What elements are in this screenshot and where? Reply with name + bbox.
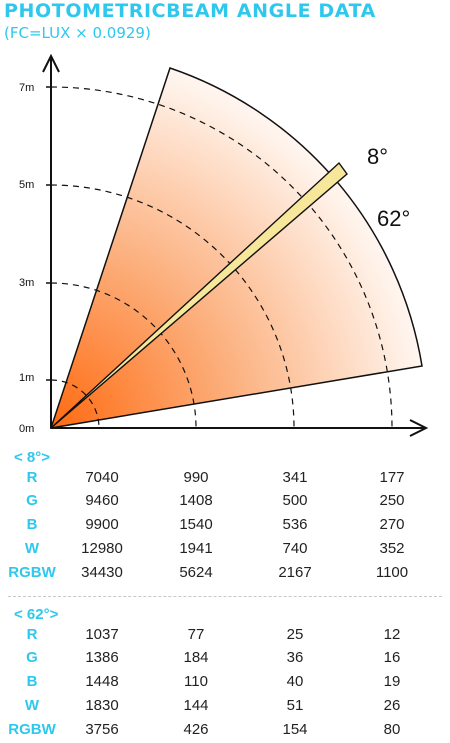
row-label: B: [26, 673, 38, 690]
table-heading: < 8°>: [14, 449, 51, 466]
table-row: W 12980 1941 740 352: [0, 540, 450, 562]
beam-angle-diagram: 0m 1m 3m 5m 7m 8° 62°: [19, 53, 429, 437]
y-tick-label: 1m: [19, 372, 34, 384]
table-separator: [8, 596, 442, 597]
table-cell: 7040: [85, 469, 119, 486]
table-cell: 12980: [81, 540, 123, 557]
y-tick-label: 7m: [19, 82, 34, 94]
table-cell: 16: [383, 649, 401, 666]
table-cell: 426: [183, 721, 209, 738]
table-cell: 990: [183, 469, 209, 486]
table-cell: 34430: [81, 564, 123, 581]
table-row: R 7040 990 341 177: [0, 469, 450, 491]
table-cell: 1830: [85, 697, 119, 714]
row-label: G: [26, 649, 38, 666]
table-cell: 341: [282, 469, 308, 486]
table-cell: 177: [379, 469, 405, 486]
table-row: R 1037 77 25 12: [0, 626, 450, 648]
row-label: G: [26, 492, 38, 509]
y-tick-labels: 0m 1m 3m 5m 7m: [19, 82, 34, 435]
row-label: R: [26, 469, 38, 486]
table-cell: 1386: [85, 649, 119, 666]
y-tick-label: 3m: [19, 277, 34, 289]
table-cell: 500: [282, 492, 308, 509]
table-cell: 1408: [179, 492, 213, 509]
range-arc-7m: [50, 86, 393, 429]
row-label: R: [26, 626, 38, 643]
y-tick-label: 5m: [19, 179, 34, 191]
axes: [42, 53, 429, 437]
table-cell: 12: [383, 626, 401, 643]
narrow-beam-wedge: [50, 161, 348, 429]
range-arc-3m: [50, 282, 197, 429]
table-row: G 1386 184 36 16: [0, 649, 450, 671]
table-row: RGBW 3756 426 154 80: [0, 721, 450, 743]
table-cell: 250: [379, 492, 405, 509]
table-cell: 740: [282, 540, 308, 557]
table-cell: 19: [383, 673, 401, 690]
table-row: W 1830 144 51 26: [0, 697, 450, 719]
table-cell: 270: [379, 516, 405, 533]
table-cell: 5624: [179, 564, 213, 581]
range-arcs: [50, 86, 393, 429]
table-cell: 77: [187, 626, 205, 643]
table-cell: 110: [184, 673, 208, 690]
table-cell: 9460: [85, 492, 119, 509]
table-cell: 1037: [85, 626, 119, 643]
range-arc-1m: [50, 379, 100, 429]
table-row: B 9900 1540 536 270: [0, 516, 450, 538]
range-arc-5m: [50, 184, 295, 429]
row-label: RGBW: [8, 721, 56, 738]
row-label: RGBW: [8, 564, 56, 581]
row-label: B: [26, 516, 38, 533]
x-axis-arrow-icon: [409, 419, 429, 437]
page-subtitle: (FC=LUX × 0.0929): [4, 24, 151, 42]
table-cell: 154: [282, 721, 308, 738]
table-cell: 2167: [278, 564, 312, 581]
table-cell: 3756: [85, 721, 119, 738]
table-cell: 352: [379, 540, 405, 557]
table-cell: 40: [286, 673, 304, 690]
table-row: G 9460 1408 500 250: [0, 492, 450, 514]
table-cell: 25: [286, 626, 304, 643]
table-cell: 1941: [179, 540, 213, 557]
table-cell: 1100: [375, 564, 409, 581]
table-cell: 1540: [179, 516, 213, 533]
table-cell: 536: [282, 516, 308, 533]
row-label: W: [24, 540, 40, 557]
table-heading: < 62°>: [14, 606, 59, 623]
table-cell: 51: [286, 697, 304, 714]
table-cell: 184: [183, 649, 209, 666]
y-axis-arrow-icon: [42, 53, 60, 73]
table-row: RGBW 34430 5624 2167 1100: [0, 564, 450, 586]
table-cell: 36: [286, 649, 304, 666]
table-cell: 80: [383, 721, 401, 738]
table-row: B 1448 110 40 19: [0, 673, 450, 695]
table-cell: 144: [183, 697, 209, 714]
wide-beam-sector: [49, 67, 423, 429]
page-title: PHOTOMETRICBEAM ANGLE DATA: [4, 0, 376, 22]
table-cell: 9900: [85, 516, 119, 533]
y-tick-label: 0m: [19, 423, 34, 435]
narrow-beam-label: 8°: [367, 144, 388, 169]
row-label: W: [24, 697, 40, 714]
table-cell: 26: [383, 697, 401, 714]
y-tick-marks: [46, 86, 51, 381]
table-cell: 1448: [85, 673, 119, 690]
wide-beam-label: 62°: [377, 206, 410, 231]
